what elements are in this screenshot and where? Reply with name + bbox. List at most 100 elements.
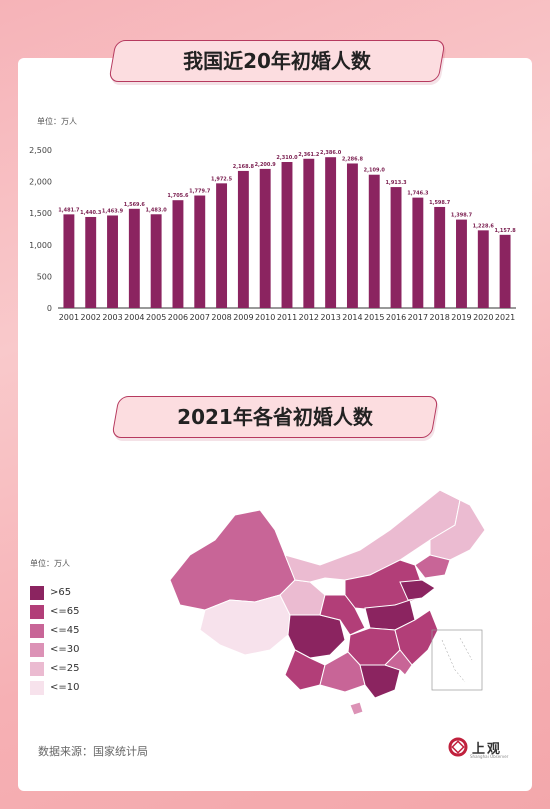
data-label: 2,310.0 — [276, 155, 298, 161]
bar-2007 — [194, 195, 206, 308]
data-label: 2,109.0 — [364, 168, 386, 174]
y-tick-label: 500 — [37, 272, 52, 281]
legend-swatch — [30, 623, 44, 638]
x-tick-label: 2014 — [342, 313, 362, 322]
data-label: 1,463.9 — [102, 208, 124, 214]
x-tick-label: 2016 — [386, 313, 406, 322]
map-region-shandong — [399, 579, 436, 601]
data-label: 1,483.0 — [146, 207, 168, 213]
data-label: 1,705.6 — [167, 193, 189, 199]
data-label: 2,286.8 — [342, 156, 364, 162]
legend-label: <=45 — [50, 625, 80, 636]
bar-2009 — [237, 170, 249, 308]
data-label: 2,386.0 — [320, 150, 342, 156]
bar-2008 — [216, 183, 228, 308]
x-tick-label: 2021 — [495, 313, 515, 322]
brand-subtitle: Shanghai Observer — [470, 754, 509, 759]
legend-label: <=65 — [50, 606, 80, 617]
data-label: 2,200.9 — [255, 162, 277, 168]
legend-swatch — [30, 661, 44, 676]
y-tick-label: 0 — [47, 304, 52, 313]
x-tick-label: 2019 — [451, 313, 471, 322]
legend-item: <=25 — [30, 659, 79, 678]
legend-swatch — [30, 585, 44, 600]
legend-unit: 单位：万人 — [30, 559, 70, 568]
unit-label: 单位：万人 — [37, 117, 77, 126]
x-tick-label: 2005 — [146, 313, 166, 322]
x-tick-label: 2003 — [102, 313, 122, 322]
legend-label: <=30 — [50, 644, 80, 655]
x-tick-label: 2015 — [364, 313, 384, 322]
data-label: 1,481.7 — [58, 207, 80, 213]
china-province-map — [169, 489, 486, 716]
bar-chart: 0 500 1,000 1,500 2,000 2,500 1,481.7 2001 1,440… — [29, 146, 516, 322]
bar-2001 — [63, 214, 75, 308]
map-region-guangdong — [359, 664, 401, 699]
legend-item: <=45 — [30, 621, 79, 640]
map-region-shaanxi — [319, 594, 366, 636]
bar-2017 — [412, 197, 424, 308]
map-region-fujian — [384, 649, 413, 676]
legend-item: <=30 — [30, 640, 79, 659]
map-title: 2021年各省初婚人数 — [177, 405, 373, 429]
y-tick-label: 2,500 — [29, 146, 52, 155]
bar-2013 — [325, 157, 337, 308]
map-region-hainan — [349, 701, 364, 716]
legend-label: <=10 — [50, 682, 80, 693]
bar-2020 — [477, 230, 489, 308]
south-china-sea-inset — [431, 629, 483, 691]
x-tick-label: 2013 — [320, 313, 340, 322]
y-tick-label: 1,500 — [29, 209, 52, 218]
y-tick-label: 2,000 — [29, 178, 52, 187]
data-label: 1,398.7 — [451, 213, 473, 219]
bar-2006 — [172, 200, 184, 308]
bar-2014 — [346, 163, 358, 308]
bar-2011 — [281, 162, 293, 308]
bar-2015 — [368, 174, 380, 308]
bar-2004 — [128, 208, 140, 308]
legend-swatch — [30, 680, 44, 695]
data-label: 1,569.6 — [124, 202, 146, 208]
x-tick-label: 2018 — [429, 313, 449, 322]
data-label: 1,440.3 — [80, 210, 102, 216]
x-tick-label: 2009 — [233, 313, 253, 322]
legend-item: <=10 — [30, 678, 79, 697]
x-tick-label: 2012 — [299, 313, 319, 322]
x-tick-label: 2010 — [255, 313, 275, 322]
data-label: 1,972.5 — [211, 176, 233, 182]
bar-2003 — [107, 215, 118, 308]
bar-2012 — [303, 158, 315, 308]
y-tick-label: 1,000 — [29, 241, 52, 250]
legend-label: <=25 — [50, 663, 80, 674]
bar-2019 — [456, 219, 467, 308]
shanghai-observer-logo-icon — [448, 737, 468, 757]
bar-2005 — [150, 214, 162, 308]
data-label: 1,598.7 — [429, 200, 451, 206]
x-tick-label: 2008 — [211, 313, 231, 322]
brand-name: 上观 — [472, 741, 503, 757]
data-label: 1,779.7 — [189, 189, 211, 195]
bar-2002 — [85, 216, 97, 308]
data-label: 1,913.3 — [385, 180, 407, 186]
data-source: 数据来源：国家统计局 — [38, 745, 148, 758]
bar-2016 — [390, 187, 402, 308]
map-region-liaoning — [414, 554, 451, 579]
data-label: 2,168.8 — [233, 164, 255, 170]
x-tick-label: 2002 — [81, 313, 101, 322]
brand-logo: 上观 Shanghai Observer — [448, 737, 508, 759]
x-tick-label: 2007 — [190, 313, 210, 322]
x-tick-label: 2004 — [124, 313, 144, 322]
legend-swatch — [30, 642, 44, 657]
bar-2021 — [499, 234, 511, 308]
x-tick-label: 2020 — [473, 313, 493, 322]
legend-item: <=65 — [30, 602, 79, 621]
legend-item: >65 — [30, 583, 79, 602]
x-tick-label: 2011 — [277, 313, 297, 322]
x-tick-label: 2017 — [408, 313, 428, 322]
data-label: 1,228.6 — [473, 223, 495, 229]
chart-title-banner: 我国近20年初婚人数 — [108, 40, 446, 82]
legend-label: >65 — [50, 587, 72, 598]
x-tick-label: 2001 — [59, 313, 79, 322]
data-label: 1,746.3 — [407, 191, 429, 197]
data-label: 2,361.2 — [298, 152, 320, 158]
